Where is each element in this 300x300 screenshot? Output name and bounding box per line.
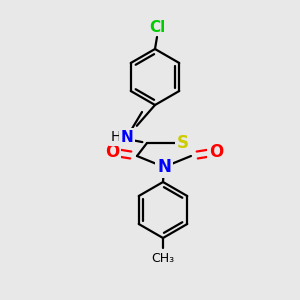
Text: O: O	[209, 143, 223, 161]
Text: Cl: Cl	[149, 20, 165, 34]
Text: S: S	[177, 134, 189, 152]
Text: CH₃: CH₃	[152, 251, 175, 265]
Text: N: N	[157, 158, 171, 176]
Text: H: H	[111, 130, 121, 144]
Text: N: N	[121, 130, 134, 145]
Text: O: O	[105, 143, 119, 161]
